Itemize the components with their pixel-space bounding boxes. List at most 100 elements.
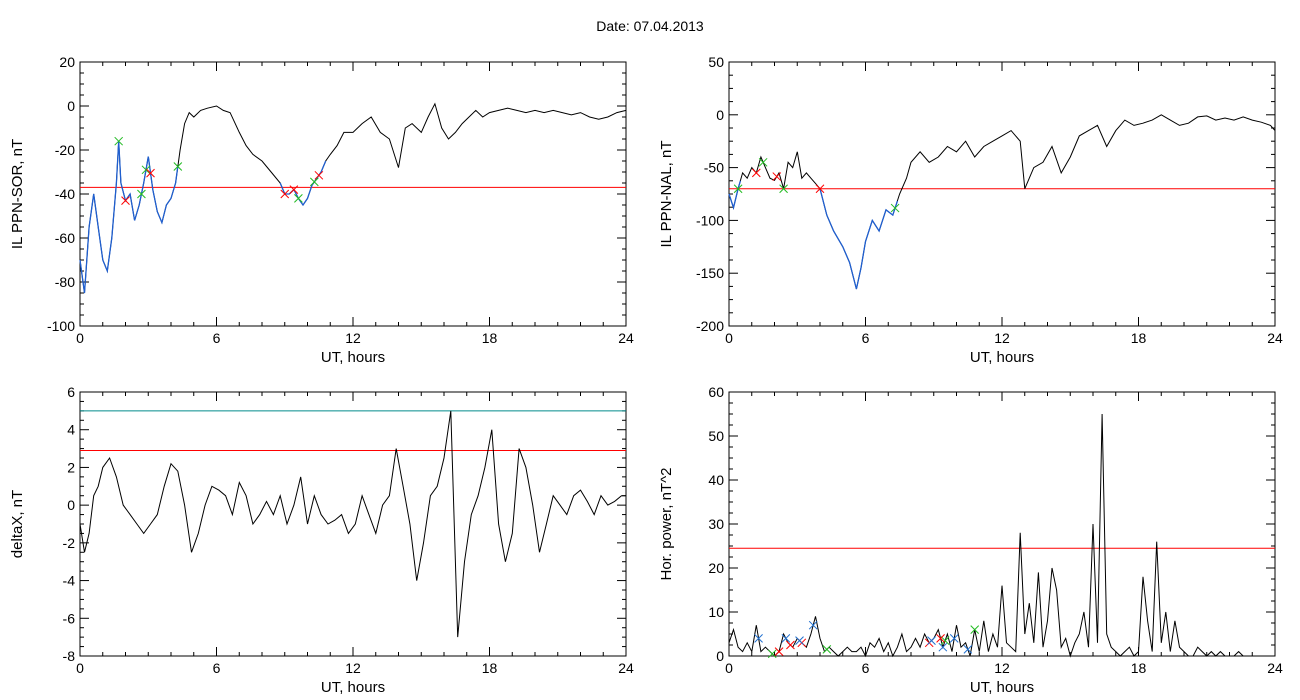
marker-stroke (141, 165, 151, 175)
x-tick-label: 18 (482, 660, 498, 676)
blue-cross-marker (808, 620, 818, 630)
green-cross-marker (294, 194, 303, 203)
marker-stroke (772, 172, 782, 181)
red-cross-marker (772, 172, 782, 181)
y-tick-label: 20 (59, 54, 75, 70)
marker-stroke (751, 168, 761, 178)
y-tick-label: 2 (67, 459, 75, 475)
x-tick-label: 0 (725, 330, 733, 346)
chart-sor: 0 6 12 18 24 UT, hours 20 0 -20 -40 -60 -80 -100 IL P… (9, 54, 634, 366)
series-line (728, 114, 1276, 290)
x-tick-label: 12 (345, 660, 361, 676)
marker-stroke (173, 162, 183, 171)
plot-frame (728, 61, 1276, 327)
plot-frame (79, 391, 627, 657)
red-cross-marker (815, 184, 825, 194)
marker-stroke (808, 620, 818, 630)
marker-stroke (963, 645, 973, 654)
y-tick-label: 30 (708, 516, 724, 532)
blue-cross-marker (938, 642, 948, 652)
red-cross-marker (289, 185, 299, 194)
marker-stroke (890, 203, 900, 213)
blue-cross-marker (927, 636, 936, 645)
marker-stroke (938, 642, 948, 652)
chart-deltax: 0 6 12 18 24 UT, hours 6 4 2 0 -2 -4 -6 -8 deltaX, nT (9, 384, 634, 696)
y-tick-label: 50 (708, 54, 724, 70)
x-axis-label: UT, hours (321, 679, 385, 696)
marker-stroke (795, 636, 804, 645)
marked-segment (819, 188, 899, 290)
page-title: Date: 07.04.2013 (0, 18, 1300, 34)
y-tick-label: -100 (696, 212, 724, 228)
green-cross-marker (114, 136, 124, 146)
y-axis-label: IL PPN-NAL, nT (658, 141, 675, 248)
marker-stroke (758, 157, 768, 167)
x-tick-label: 12 (994, 330, 1010, 346)
red-cross-marker (936, 634, 945, 643)
marker-stroke (822, 645, 832, 654)
red-cross-marker (786, 640, 795, 650)
marked-segment (279, 160, 327, 207)
marker-stroke (940, 636, 950, 645)
green-cross-marker (767, 649, 777, 659)
marker-stroke (309, 177, 319, 187)
y-tick-label: 0 (716, 648, 724, 664)
x-axis-label: UT, hours (321, 349, 385, 366)
marker-stroke (936, 634, 945, 643)
red-cross-marker (751, 168, 761, 178)
y-tick-label: -50 (704, 160, 724, 176)
y-axis-label: Hor. power, nT^2 (658, 468, 675, 581)
x-tick-label: 6 (862, 330, 870, 346)
y-tick-label: 6 (67, 384, 75, 400)
blue-cross-marker (963, 645, 973, 654)
x-tick-label: 12 (345, 330, 361, 346)
y-tick-label: 10 (708, 604, 724, 620)
x-tick-label: 18 (1131, 330, 1147, 346)
marker-stroke (754, 634, 763, 643)
red-cross-marker (314, 170, 324, 180)
series-line (728, 413, 1275, 658)
x-tick-label: 24 (1267, 660, 1283, 676)
marker-stroke (774, 647, 784, 656)
green-cross-marker (309, 177, 319, 187)
x-axis-label: UT, hours (970, 679, 1034, 696)
y-tick-label: 0 (67, 98, 75, 114)
red-cross-marker (774, 647, 784, 656)
series-line (79, 410, 626, 638)
green-cross-marker (137, 189, 146, 199)
green-cross-marker (940, 636, 950, 645)
marked-segment (728, 180, 742, 211)
x-tick-label: 24 (618, 330, 634, 346)
green-cross-marker (970, 625, 980, 634)
blue-cross-marker (949, 634, 959, 643)
x-tick-label: 6 (862, 660, 870, 676)
green-cross-marker (141, 165, 151, 175)
y-axis-label: deltaX, nT (9, 490, 26, 558)
x-axis-label: UT, hours (970, 349, 1034, 366)
x-tick-label: 0 (76, 660, 84, 676)
y-tick-label: -40 (55, 186, 75, 202)
marker-stroke (781, 634, 791, 643)
green-cross-marker (890, 203, 900, 213)
marker-stroke (137, 189, 146, 199)
plot-frame (79, 61, 627, 327)
chart-nal: 0 6 12 18 24 UT, hours 50 0 -50 -100 -150 -200 IL PP… (658, 54, 1283, 366)
marker-stroke (779, 184, 788, 194)
y-tick-label: -60 (55, 230, 75, 246)
x-tick-label: 24 (1267, 330, 1283, 346)
marker-stroke (970, 625, 980, 634)
x-tick-label: 6 (213, 660, 221, 676)
y-tick-label: 0 (716, 107, 724, 123)
y-tick-label: 50 (708, 428, 724, 444)
red-cross-marker (121, 196, 130, 205)
x-tick-label: 12 (994, 660, 1010, 676)
marker-stroke (294, 194, 303, 203)
date-label: Date: (596, 18, 630, 34)
marker-stroke (114, 136, 124, 146)
marker-stroke (733, 184, 743, 194)
blue-cross-marker (781, 634, 791, 643)
y-tick-label: 40 (708, 472, 724, 488)
x-tick-label: 0 (76, 330, 84, 346)
y-tick-label: -4 (63, 573, 76, 589)
